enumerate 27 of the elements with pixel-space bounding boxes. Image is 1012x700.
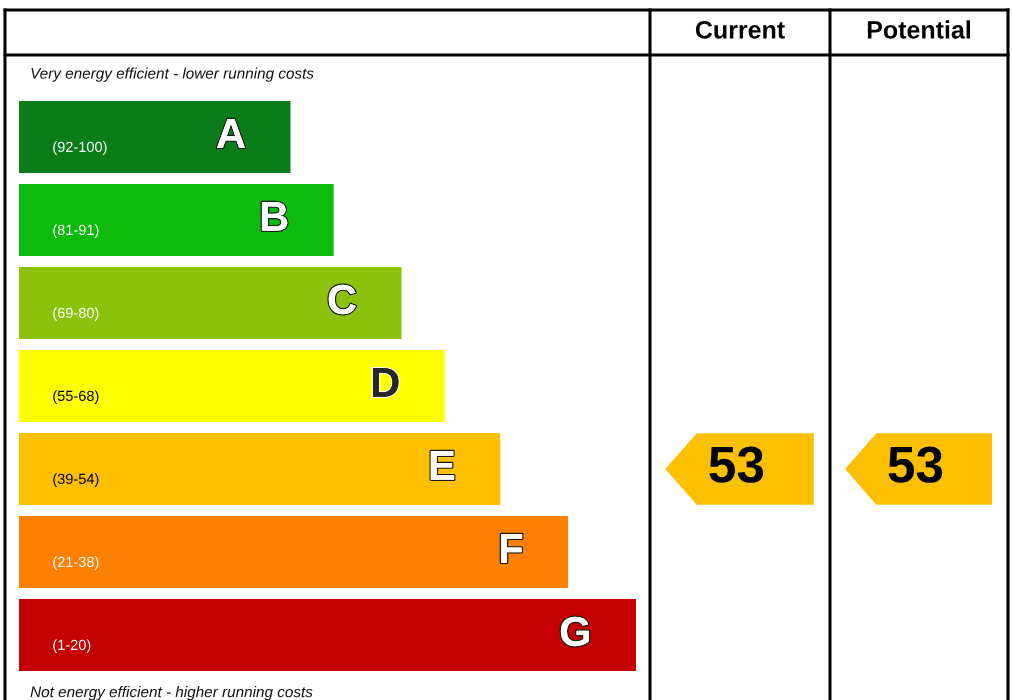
annotation: B	[261, 202, 288, 231]
annotation: F	[501, 534, 523, 563]
annotation: C	[328, 284, 356, 315]
bar	[19, 433, 501, 505]
y-tick-label: (21-38)	[53, 556, 99, 570]
bar	[19, 599, 636, 671]
y-tick-label: (92-100)	[53, 141, 107, 155]
y-tick-label: (1-20)	[53, 639, 91, 653]
annotation: A	[216, 119, 245, 148]
y-tick-label: (81-91)	[53, 224, 99, 238]
bar	[19, 350, 445, 422]
y-tick-label: (69-80)	[53, 307, 99, 321]
y-tick-label: (39-54)	[53, 473, 99, 487]
bar	[19, 516, 569, 588]
bar	[19, 267, 402, 339]
text: Current	[695, 21, 785, 39]
y-tick-label: (55-68)	[53, 390, 99, 404]
text: Potential	[867, 20, 971, 39]
data-label: 53	[888, 446, 943, 483]
bar	[19, 184, 334, 256]
bar	[19, 101, 291, 173]
annotation: G	[560, 616, 589, 647]
annotation: Not energy efficient - higher running costs	[30, 686, 313, 700]
text: Very energy efficient - lower running costs	[31, 67, 314, 82]
data-label: 53	[709, 446, 764, 483]
annotation: E	[430, 451, 455, 480]
annotation: D	[372, 368, 399, 397]
